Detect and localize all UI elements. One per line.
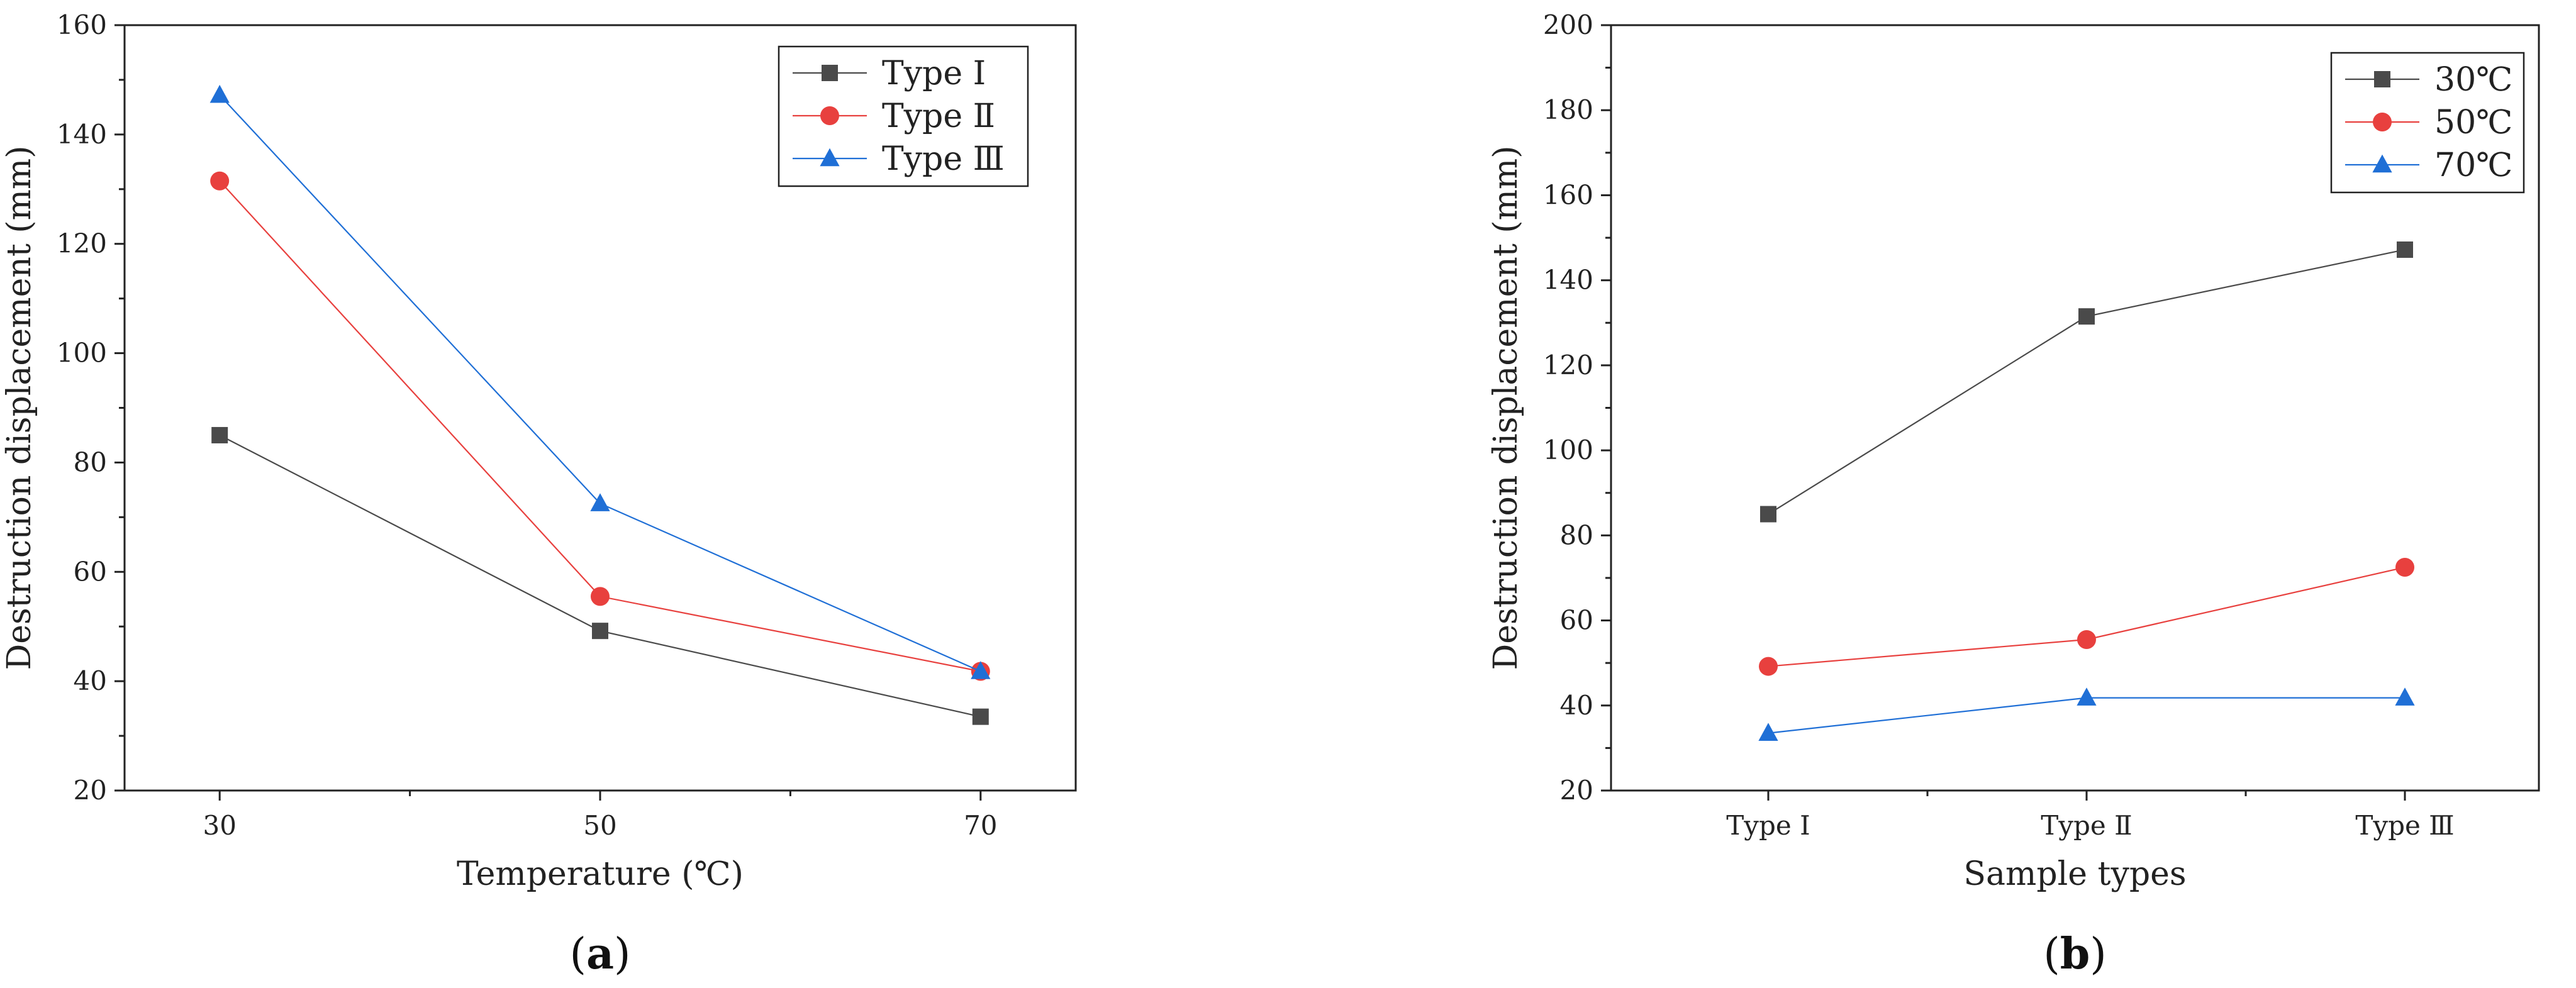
legend-marker — [2373, 113, 2392, 131]
legend-label: Type Ⅱ — [882, 97, 995, 135]
panel-label-paren: ) — [614, 930, 631, 979]
panel-label-paren: ( — [2043, 930, 2060, 979]
legend-label: Type Ⅲ — [882, 140, 1005, 178]
y-axis-title: Destruction displacement (mm) — [1, 146, 38, 670]
data-point-0 — [2078, 308, 2095, 325]
data-point-1 — [210, 171, 230, 191]
data-point-2 — [2077, 687, 2097, 706]
data-point-1 — [2395, 558, 2414, 577]
y-tick-label: 60 — [1560, 605, 1593, 636]
y-tick-label: 140 — [1543, 265, 1593, 296]
y-tick-label: 120 — [1543, 350, 1593, 380]
data-point-1 — [1759, 657, 1778, 676]
y-tick-label: 140 — [57, 119, 107, 150]
panel-label: (a) — [569, 929, 630, 979]
data-point-0 — [972, 708, 989, 725]
y-tick-label: 60 — [74, 556, 107, 587]
legend-label: 30℃ — [2434, 61, 2512, 99]
y-tick-label: 100 — [57, 338, 107, 369]
legend: 30℃ 50℃ 70℃ — [2330, 52, 2525, 194]
y-tick-label: 20 — [1560, 775, 1593, 806]
x-axis-title: Sample types — [1963, 855, 2186, 893]
legend-marker — [2374, 71, 2390, 87]
x-tick-label: Type Ⅰ — [1726, 810, 1810, 841]
y-tick-label: 80 — [74, 447, 107, 477]
y-tick-label: 20 — [74, 775, 107, 806]
y-tick-label: 80 — [1560, 519, 1593, 550]
data-point-2 — [209, 84, 230, 103]
data-point-0 — [2397, 241, 2413, 258]
y-tick-label: 40 — [1560, 690, 1593, 721]
panel-label-paren: ( — [569, 930, 586, 979]
data-point-2 — [2395, 687, 2415, 706]
series-line-0 — [1768, 248, 2406, 515]
data-point-0 — [1760, 506, 1776, 523]
legend-marker — [822, 65, 838, 81]
y-tick-label: 120 — [57, 228, 107, 259]
legend-marker — [2372, 154, 2392, 173]
x-tick-label: Type Ⅲ — [2355, 810, 2454, 841]
x-axis-title: Temperature (℃) — [457, 855, 744, 893]
chart-b: 20 40 60 80 100 120 140 160 180 200 Type Ⅰ Type Ⅱ Ty… — [1487, 9, 2540, 979]
y-tick-label: 100 — [1543, 435, 1593, 465]
chart-a: 20 40 60 80 100 120 140 160 30 50 70 Temperature (℃… — [1, 9, 1077, 979]
data-point-0 — [211, 426, 228, 443]
data-point-1 — [591, 587, 610, 606]
data-point-2 — [1758, 723, 1778, 741]
panel-label: (b) — [2043, 929, 2107, 979]
legend: Type Ⅰ Type Ⅱ Type Ⅲ — [778, 45, 1029, 187]
y-tick-label: 40 — [74, 665, 107, 696]
legend-label: 70℃ — [2434, 147, 2512, 184]
y-tick-label: 200 — [1543, 9, 1593, 40]
data-point-2 — [971, 661, 991, 679]
y-tick-label: 160 — [57, 9, 107, 40]
series-line-1 — [1768, 566, 2406, 667]
panel-label-paren: ) — [2090, 930, 2107, 979]
legend-marker — [820, 148, 840, 167]
data-point-0 — [592, 623, 608, 640]
x-tick-label: Type Ⅱ — [2041, 810, 2132, 841]
legend-label: 50℃ — [2434, 104, 2512, 142]
data-point-2 — [590, 493, 610, 511]
panel-label-letter: b — [2060, 929, 2090, 979]
x-tick-label: 70 — [964, 810, 997, 841]
series-line-0 — [219, 434, 981, 718]
data-point-1 — [2077, 630, 2096, 649]
x-tick-label: 30 — [203, 810, 236, 841]
panel-label-letter: a — [586, 929, 614, 979]
legend-label: Type Ⅰ — [882, 55, 986, 92]
y-axis-title: Destruction displacement (mm) — [1487, 146, 1525, 670]
y-tick-label: 160 — [1543, 179, 1593, 210]
x-tick-label: 50 — [583, 810, 616, 841]
y-tick-label: 180 — [1543, 94, 1593, 125]
legend-marker — [820, 106, 839, 125]
